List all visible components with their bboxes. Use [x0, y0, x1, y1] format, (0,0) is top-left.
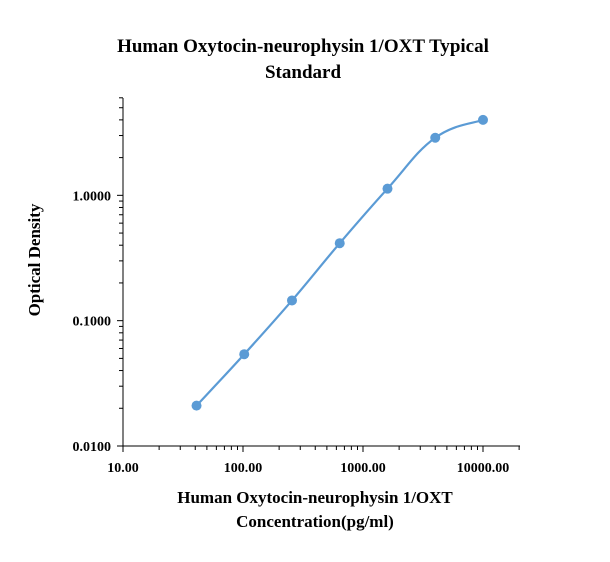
x-axis-label-line-2: Concentration(pg/ml) [236, 512, 394, 531]
y-tick-label: 0.1000 [73, 315, 112, 330]
series-line [195, 118, 484, 407]
plot-series [191, 114, 488, 411]
y-axis-label: Optical Density [25, 203, 44, 316]
x-tick-label: 100.00 [224, 461, 263, 476]
data-point [334, 238, 345, 249]
data-point [239, 349, 250, 360]
y-tick-label: 1.0000 [73, 189, 112, 204]
x-axis-label-line-1: Human Oxytocin-neurophysin 1/OXT [177, 488, 453, 507]
chart-title-line-2: Standard [265, 62, 341, 83]
data-point [382, 183, 393, 194]
x-axis: 10.00 100.00 1000.00 10000.00 [107, 445, 520, 476]
data-point [286, 295, 297, 306]
x-tick-label: 10000.00 [457, 461, 510, 476]
y-axis: 0.0100 0.1000 1.0000 [73, 97, 124, 455]
x-tick-label: 10.00 [107, 461, 139, 476]
chart-title-line-1: Human Oxytocin-neurophysin 1/OXT Typical [117, 36, 489, 57]
data-point [430, 132, 441, 143]
x-tick-label: 1000.00 [340, 461, 386, 476]
y-tick-label: 0.0100 [73, 440, 112, 455]
data-point [478, 114, 488, 125]
data-point [191, 400, 202, 411]
